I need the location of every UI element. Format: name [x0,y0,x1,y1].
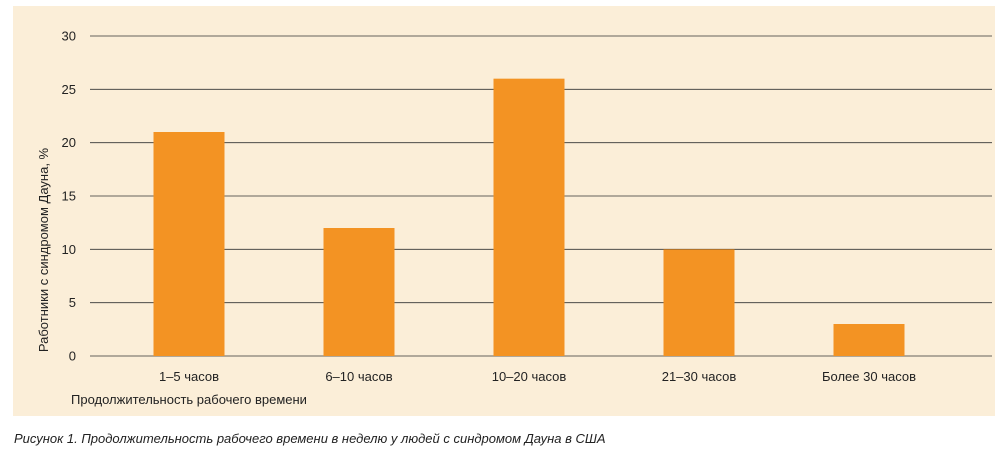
y-tick-label: 25 [62,82,76,97]
bar [493,78,565,357]
y-tick-label: 30 [62,29,76,44]
x-tick-label: 21–30 часов [662,369,737,384]
x-tick-label: 6–10 часов [325,369,392,384]
y-tick-label: 10 [62,242,76,257]
x-tick-label: Более 30 часов [822,369,916,384]
bar [153,132,225,356]
bar [833,324,905,356]
x-axis-label: Продолжительность рабочего времени [71,392,307,407]
y-tick-label: 0 [69,349,76,364]
y-tick-label: 5 [69,295,76,310]
bars [153,78,905,357]
y-tick-label: 15 [62,189,76,204]
bar [323,228,395,356]
x-tick-label: 1–5 часов [159,369,219,384]
x-tick-label: 10–20 часов [492,369,567,384]
y-tick-labels: 0 5 10 15 20 25 30 [62,29,76,364]
y-tick-label: 20 [62,135,76,150]
x-tick-labels: 1–5 часов 6–10 часов 10–20 часов 21–30 часо… [159,369,916,384]
figure-caption: Рисунок 1. Продолжительность рабочего вр… [14,431,606,446]
bar [663,249,735,356]
y-axis-label: Работники с синдромом Дауна, % [36,147,51,352]
